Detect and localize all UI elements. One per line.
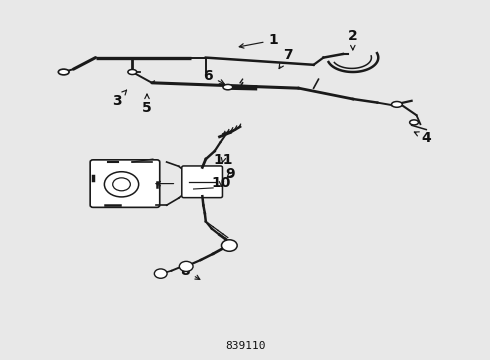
- Text: 8: 8: [180, 264, 200, 279]
- Text: 839110: 839110: [225, 341, 265, 351]
- Ellipse shape: [58, 69, 69, 75]
- Text: 4: 4: [415, 131, 431, 144]
- Text: 5: 5: [142, 94, 152, 115]
- Text: 3: 3: [112, 90, 126, 108]
- Text: 11: 11: [213, 153, 233, 167]
- Ellipse shape: [223, 85, 233, 90]
- FancyBboxPatch shape: [90, 160, 160, 207]
- Text: 9: 9: [225, 167, 235, 181]
- Text: 10: 10: [212, 176, 231, 190]
- Circle shape: [221, 240, 237, 251]
- Circle shape: [179, 261, 193, 271]
- Text: 2: 2: [348, 29, 358, 50]
- Text: 6: 6: [203, 69, 224, 84]
- Text: 1: 1: [239, 33, 278, 48]
- Ellipse shape: [392, 102, 402, 107]
- Text: 7: 7: [279, 48, 293, 68]
- Ellipse shape: [128, 69, 137, 75]
- FancyBboxPatch shape: [182, 166, 222, 198]
- Ellipse shape: [410, 120, 418, 125]
- Circle shape: [113, 178, 130, 191]
- Circle shape: [154, 269, 167, 278]
- Circle shape: [104, 172, 139, 197]
